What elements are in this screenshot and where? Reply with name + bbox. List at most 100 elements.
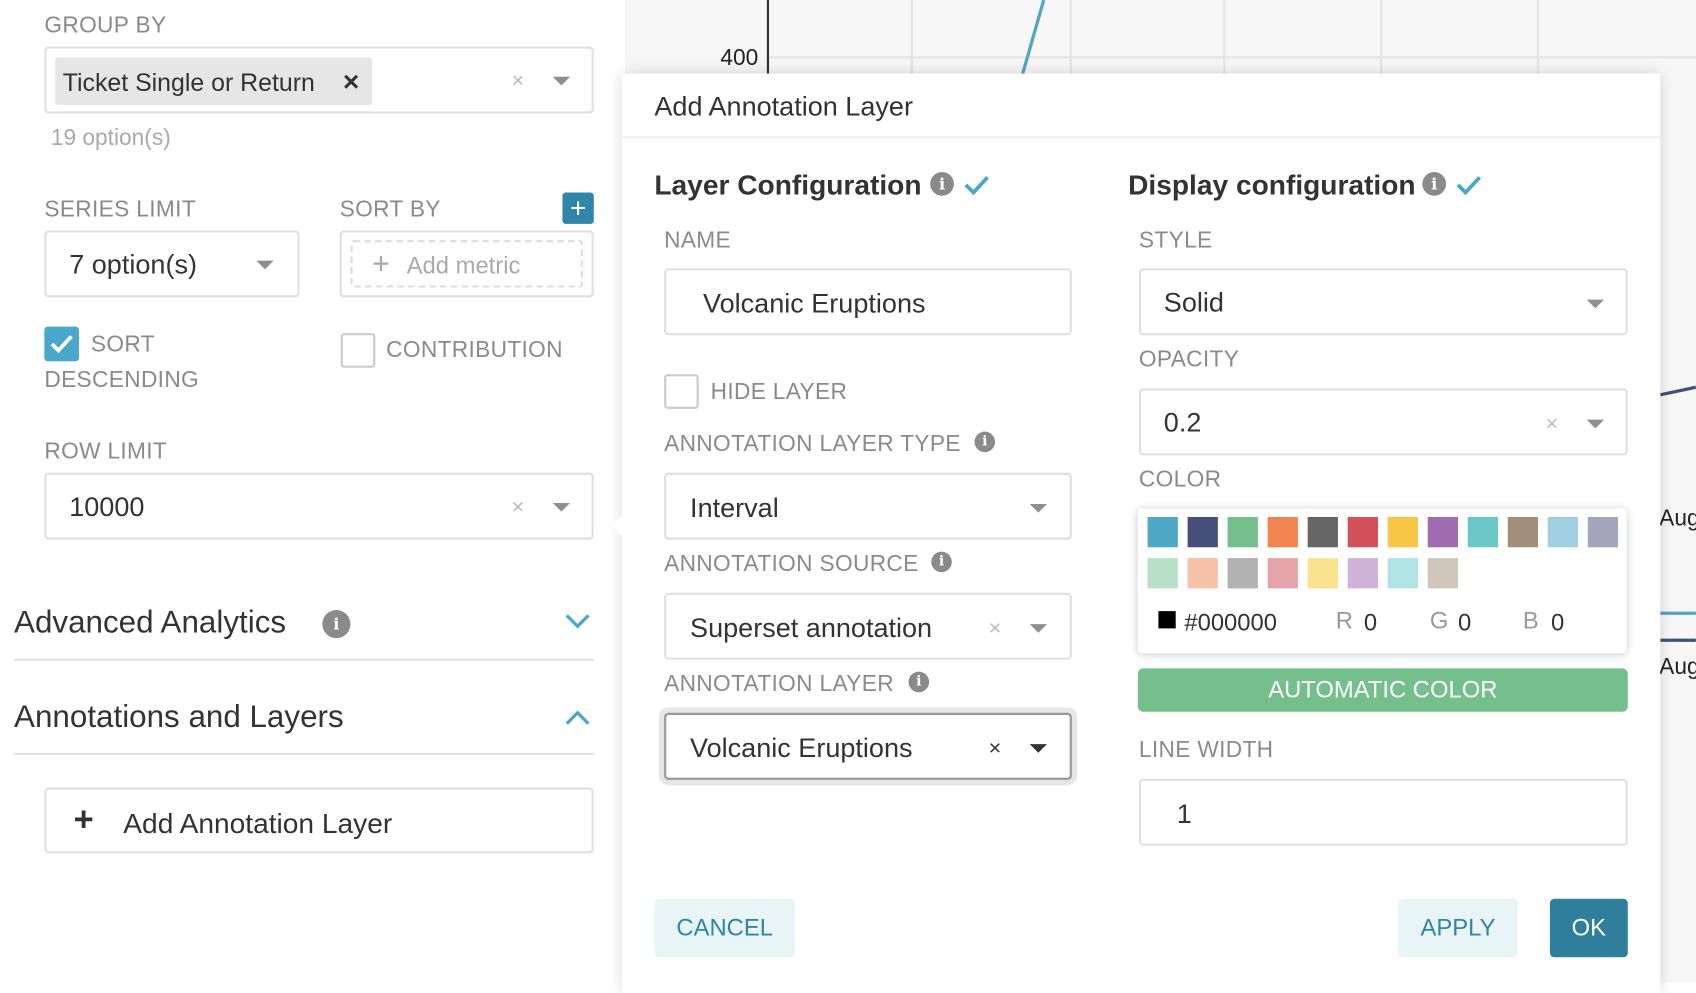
- chart-lines: [1020, 0, 1696, 642]
- r-input[interactable]: 0: [1363, 608, 1378, 636]
- clear-icon[interactable]: ×: [988, 736, 1002, 761]
- color-swatch[interactable]: [1187, 517, 1218, 548]
- info-icon: i: [931, 551, 952, 573]
- color-swatch[interactable]: [1267, 558, 1298, 589]
- current-color-swatch: [1158, 611, 1176, 629]
- info-icon: i: [974, 431, 996, 453]
- annotation-layer-type-select[interactable]: Interval: [664, 472, 1072, 540]
- row-limit-label: ROW LIMIT: [44, 439, 168, 465]
- name-label: NAME: [664, 228, 732, 254]
- clear-icon[interactable]: ×: [511, 495, 525, 520]
- color-swatch[interactable]: [1147, 517, 1178, 548]
- section-annotations-and-layers[interactable]: Annotations and Layers: [14, 694, 594, 755]
- color-swatch[interactable]: [1347, 517, 1378, 548]
- options-count: 19 option(s): [50, 125, 171, 151]
- color-swatch[interactable]: [1427, 517, 1458, 548]
- y-tick-label: 400: [720, 45, 759, 71]
- line-width-label: LINE WIDTH: [1138, 737, 1274, 763]
- color-swatch[interactable]: [1347, 558, 1378, 589]
- popover-title: Add Annotation Layer: [654, 91, 913, 123]
- row-limit-select[interactable]: 10000 ×: [44, 472, 594, 540]
- section-advanced-analytics[interactable]: Advanced Analytics i: [14, 600, 594, 661]
- plus-icon: +: [372, 246, 390, 281]
- color-swatch[interactable]: [1147, 558, 1178, 589]
- color-swatch[interactable]: [1227, 517, 1258, 548]
- x-tick-label: Aug: [1659, 506, 1696, 532]
- display-configuration-heading: Display configuration: [1128, 168, 1416, 202]
- annotation-source-label: ANNOTATION SOURCE: [664, 551, 919, 577]
- color-swatch[interactable]: [1267, 517, 1298, 548]
- series-limit-label: SERIES LIMIT: [44, 196, 196, 222]
- automatic-color-button[interactable]: AUTOMATIC COLOR: [1137, 668, 1628, 712]
- info-icon: i: [1422, 171, 1447, 196]
- clear-icon[interactable]: ×: [1545, 412, 1559, 436]
- annotation-source-select[interactable]: Superset annotation ×: [664, 592, 1072, 660]
- control-panel: GROUP BY Ticket Single or Return × × 19 …: [0, 0, 624, 983]
- name-input[interactable]: Volcanic Eruptions: [664, 268, 1072, 336]
- tag-remove-icon[interactable]: ×: [342, 64, 360, 98]
- info-icon: i: [908, 671, 930, 693]
- style-select[interactable]: Solid: [1138, 268, 1628, 336]
- color-swatch[interactable]: [1507, 517, 1539, 548]
- color-swatch[interactable]: [1387, 558, 1418, 589]
- check-icon: [1456, 176, 1482, 196]
- add-annotation-layer-button[interactable]: + Add Annotation Layer: [44, 787, 594, 854]
- chevron-down-icon: [1029, 624, 1047, 633]
- apply-button[interactable]: APPLY: [1398, 898, 1518, 958]
- check-icon: [964, 176, 989, 196]
- color-swatch[interactable]: [1587, 517, 1619, 548]
- style-label: STYLE: [1138, 228, 1213, 254]
- color-swatch[interactable]: [1187, 558, 1218, 589]
- info-icon: i: [322, 610, 351, 639]
- chevron-down-icon: [552, 502, 571, 512]
- chevron-up-icon: [565, 710, 590, 725]
- add-metric-button[interactable]: + Add metric: [350, 240, 583, 288]
- color-swatch[interactable]: [1307, 558, 1338, 589]
- annotation-layer-type-label: ANNOTATION LAYER TYPE: [664, 431, 961, 457]
- chevron-down-icon: [256, 260, 274, 270]
- plus-icon: +: [73, 799, 94, 839]
- hide-layer-label: HIDE LAYER: [710, 379, 848, 405]
- color-swatch[interactable]: [1467, 517, 1499, 548]
- color-swatch[interactable]: [1227, 558, 1258, 589]
- contribution-label: CONTRIBUTION: [386, 337, 563, 363]
- color-label: COLOR: [1138, 467, 1222, 493]
- series-limit-select[interactable]: 7 option(s): [44, 230, 300, 298]
- annotation-layer-select[interactable]: Volcanic Eruptions ×: [664, 712, 1072, 780]
- add-sort-button[interactable]: +: [562, 193, 594, 224]
- annotation-layer-popover: Add Annotation Layer Layer Configuration…: [612, 73, 1661, 993]
- chevron-down-icon: [1029, 744, 1047, 753]
- y-axis: [766, 0, 770, 76]
- group-by-label: GROUP BY: [44, 12, 167, 38]
- info-icon: i: [930, 171, 954, 196]
- opacity-select[interactable]: 0.2 ×: [1138, 388, 1628, 456]
- cancel-button[interactable]: CANCEL: [654, 898, 795, 958]
- check-icon: [50, 335, 73, 354]
- sort-descending-label: DESCENDING: [44, 367, 200, 393]
- layer-configuration-heading: Layer Configuration: [654, 168, 922, 202]
- contribution-checkbox[interactable]: [340, 333, 376, 368]
- sort-descending-checkbox[interactable]: [44, 326, 79, 362]
- annotation-layer-label: ANNOTATION LAYER: [664, 671, 894, 697]
- chevron-down-icon: [1586, 299, 1605, 309]
- hex-input[interactable]: #000000: [1184, 608, 1277, 636]
- color-swatch[interactable]: [1427, 558, 1458, 589]
- group-by-tag: Ticket Single or Return ×: [55, 57, 373, 105]
- color-swatch[interactable]: [1547, 517, 1579, 548]
- clear-icon[interactable]: ×: [988, 616, 1002, 641]
- color-swatch[interactable]: [1387, 517, 1418, 548]
- color-picker: #000000 R 0 G 0 B 0: [1137, 508, 1627, 654]
- clear-icon[interactable]: ×: [511, 69, 525, 94]
- chevron-down-icon[interactable]: [552, 76, 571, 86]
- x-tick-label: Aug: [1659, 654, 1696, 680]
- sort-by-label: SORT BY: [339, 196, 441, 222]
- g-input[interactable]: 0: [1457, 608, 1472, 636]
- ok-button[interactable]: OK: [1549, 898, 1628, 958]
- chevron-down-icon: [1029, 504, 1047, 513]
- line-width-input[interactable]: 1: [1138, 778, 1628, 846]
- opacity-label: OPACITY: [1138, 347, 1240, 373]
- group-by-select[interactable]: Ticket Single or Return × ×: [44, 46, 594, 114]
- b-input[interactable]: 0: [1551, 608, 1565, 636]
- hide-layer-checkbox[interactable]: [664, 374, 699, 409]
- color-swatch[interactable]: [1307, 517, 1338, 548]
